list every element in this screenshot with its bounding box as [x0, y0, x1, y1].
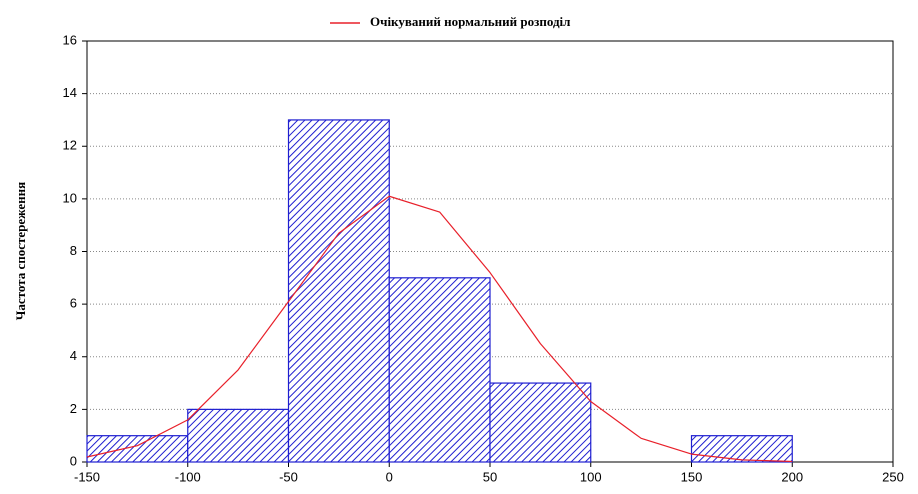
normal-curve — [86, 195, 793, 463]
bar — [690, 435, 793, 463]
x-tick-label: -100 — [175, 469, 201, 484]
x-tick-label: 50 — [483, 469, 497, 484]
y-axis-label: Частота спостереження — [13, 182, 28, 320]
x-tick-label: 0 — [386, 469, 393, 484]
bar — [187, 408, 290, 463]
y-tick-label: 2 — [70, 401, 77, 416]
y-tick-label: 10 — [63, 190, 77, 205]
bar — [388, 277, 491, 463]
y-tick-label: 14 — [63, 85, 77, 100]
y-tick-label: 4 — [70, 348, 77, 363]
y-tick-label: 12 — [63, 138, 77, 153]
x-tick-label: -150 — [74, 469, 100, 484]
y-tick-label: 16 — [63, 32, 77, 47]
x-tick-label: 100 — [580, 469, 602, 484]
x-tick-label: 150 — [681, 469, 703, 484]
bar — [287, 119, 390, 463]
x-tick-label: 250 — [882, 469, 904, 484]
y-tick-label: 8 — [70, 243, 77, 258]
legend-label: Очікуваний нормальний розподіл — [370, 14, 570, 29]
y-tick-label: 6 — [70, 296, 77, 311]
x-tick-label: -50 — [279, 469, 298, 484]
bar — [86, 435, 189, 463]
y-tick-label: 0 — [70, 453, 77, 468]
x-tick-label: 200 — [781, 469, 803, 484]
bar — [489, 382, 592, 463]
